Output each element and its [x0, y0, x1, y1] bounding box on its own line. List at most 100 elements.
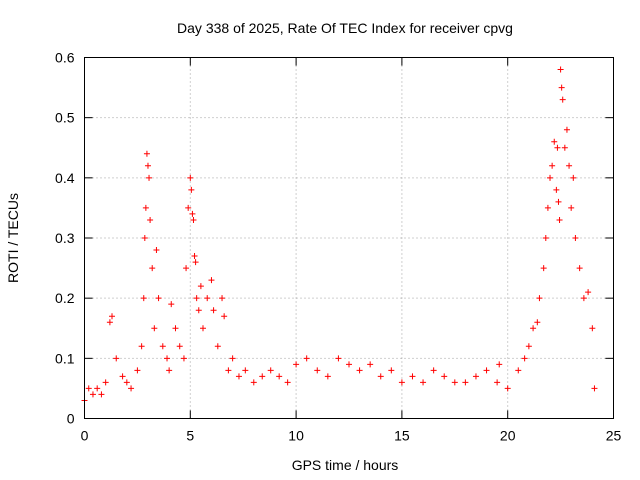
data-point — [191, 253, 198, 260]
x-axis-label: GPS time / hours — [292, 457, 399, 473]
data-point — [197, 283, 204, 290]
data-point — [563, 126, 570, 133]
data-point — [398, 379, 405, 386]
data-point — [183, 265, 190, 272]
data-point — [525, 343, 532, 350]
data-point — [572, 235, 579, 241]
data-point — [324, 373, 331, 380]
data-point — [166, 367, 173, 374]
data-point — [521, 355, 528, 362]
x-tick-label: 20 — [500, 428, 516, 444]
data-point — [293, 361, 300, 368]
data-point — [547, 174, 554, 181]
x-tick-label: 5 — [186, 428, 194, 444]
data-point — [109, 313, 116, 320]
data-point — [187, 174, 194, 181]
data-point — [94, 385, 101, 392]
data-point — [188, 186, 195, 193]
data-point — [141, 235, 148, 241]
data-point — [558, 84, 565, 91]
data-point — [585, 289, 592, 296]
data-point — [89, 391, 96, 398]
data-point — [556, 216, 563, 223]
data-point — [195, 307, 202, 314]
y-tick-label: 0.2 — [55, 290, 75, 306]
data-point — [388, 367, 395, 374]
data-point — [409, 373, 416, 380]
data-point — [335, 355, 342, 362]
data-point — [235, 373, 242, 380]
data-point — [542, 235, 549, 241]
data-point — [147, 216, 154, 223]
data-point — [530, 325, 537, 332]
data-point — [553, 186, 560, 193]
data-point — [119, 373, 126, 380]
data-point — [451, 379, 458, 386]
data-point — [377, 373, 384, 380]
x-tick-label: 10 — [288, 428, 304, 444]
data-point — [441, 373, 448, 380]
data-point — [192, 259, 199, 266]
data-point — [555, 198, 562, 205]
y-tick-label: 0.3 — [55, 230, 75, 246]
y-tick-label: 0.4 — [55, 170, 75, 186]
data-point — [559, 96, 566, 103]
data-point — [536, 295, 543, 302]
data-point — [549, 162, 556, 169]
data-point — [159, 343, 166, 350]
data-point — [225, 367, 232, 374]
data-point — [146, 174, 153, 181]
data-point — [504, 385, 511, 392]
data-point — [551, 138, 558, 145]
grid-lines — [84, 57, 614, 419]
data-point — [420, 379, 427, 386]
data-point — [151, 325, 158, 332]
data-points — [81, 66, 598, 404]
data-point — [276, 373, 283, 380]
data-point — [204, 295, 211, 302]
axis-ticks: 0 5 10 15 20 25 0 0.1 0.2 0.3 0.4 0.5 0.6 — [55, 50, 621, 444]
data-point — [102, 379, 109, 386]
data-point — [189, 210, 196, 217]
data-point — [142, 204, 149, 211]
data-point — [534, 319, 541, 326]
x-tick-label: 15 — [394, 428, 410, 444]
data-point — [106, 319, 113, 326]
data-point — [199, 325, 206, 332]
data-point — [580, 295, 587, 302]
chart-title: Day 338 of 2025, Rate Of TEC Index for r… — [177, 20, 513, 36]
data-point — [219, 295, 226, 302]
data-point — [134, 367, 141, 374]
data-point — [155, 295, 162, 302]
data-point — [149, 265, 156, 272]
data-point — [566, 162, 573, 169]
data-point — [85, 385, 92, 392]
data-point — [140, 295, 147, 302]
data-point — [496, 361, 503, 368]
data-point — [561, 144, 568, 151]
data-point — [557, 66, 564, 73]
data-point — [144, 162, 151, 169]
data-point — [143, 150, 150, 157]
data-point — [164, 355, 171, 362]
series-roti — [81, 66, 598, 404]
data-point — [153, 247, 160, 254]
data-point — [367, 361, 374, 368]
data-point — [229, 355, 236, 362]
data-point — [494, 379, 501, 386]
data-point — [346, 361, 352, 368]
y-tick-label: 0.1 — [55, 350, 75, 366]
data-point — [591, 385, 598, 392]
data-point — [589, 325, 596, 332]
data-point — [303, 355, 310, 362]
data-point — [172, 325, 179, 332]
data-point — [208, 277, 215, 284]
data-point — [185, 204, 192, 211]
data-point — [356, 367, 363, 374]
data-point — [128, 385, 135, 392]
data-point — [180, 355, 187, 362]
data-point — [98, 391, 105, 398]
data-point — [267, 367, 274, 374]
x-tick-label: 25 — [606, 428, 622, 444]
data-point — [284, 379, 291, 386]
